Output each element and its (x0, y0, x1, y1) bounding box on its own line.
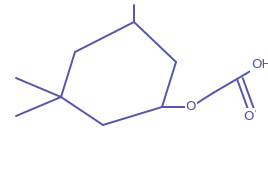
Text: OH: OH (251, 58, 268, 72)
Text: O: O (244, 110, 254, 122)
Text: O: O (186, 100, 196, 114)
